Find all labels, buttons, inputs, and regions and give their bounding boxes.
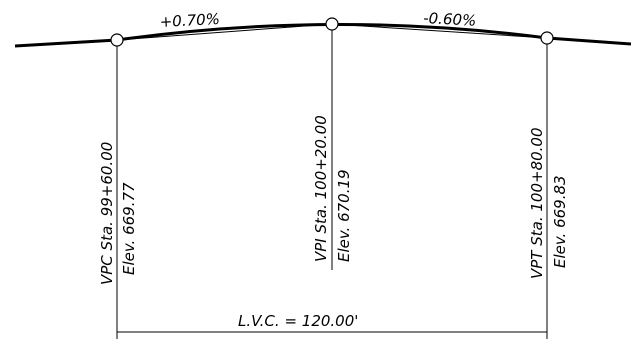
vpi-point-marker	[325, 17, 339, 31]
vpc-elevation-label: Elev. 669.77	[120, 182, 138, 275]
vpt-elevation-label: Elev. 669.83	[551, 175, 569, 268]
curve-length-label: L.V.C. = 120.00'	[238, 312, 358, 330]
incoming-grade-label: +0.70%	[159, 10, 220, 31]
vpt-point-marker	[540, 31, 554, 45]
vpt-station-label: VPT Sta. 100+80.00	[528, 127, 546, 279]
vpi-station-label: VPI Sta. 100+20.00	[312, 115, 330, 262]
outgoing-tangent-line	[331, 23, 548, 39]
incoming-tangent-line	[116, 23, 333, 41]
vpc-point-marker	[110, 33, 124, 47]
vpi-elevation-label: Elev. 670.19	[335, 169, 353, 262]
vertical-curve-line	[14, 22, 631, 48]
outgoing-grade-label: -0.60%	[423, 9, 477, 30]
vpc-station-label: VPC Sta. 99+60.00	[98, 142, 116, 285]
